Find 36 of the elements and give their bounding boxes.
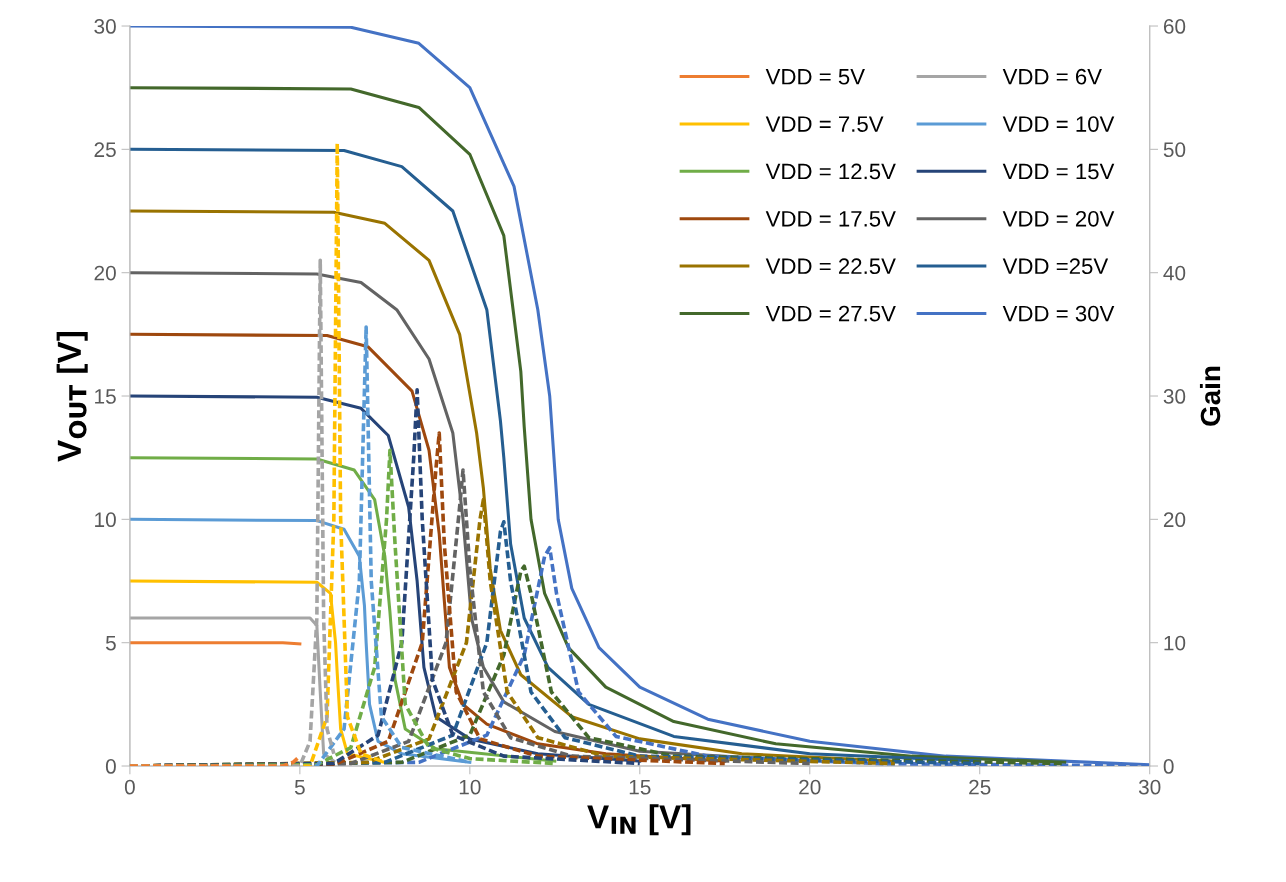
- legend-label: VDD = 20V: [1002, 210, 1115, 227]
- x-tick-label: 20: [799, 779, 821, 795]
- legend-label: VDD =25V: [1002, 258, 1109, 275]
- legend-label: VDD = 30V: [1002, 305, 1115, 322]
- legend-label: VDD = 15V: [1002, 163, 1115, 180]
- y2-tick-label: 30: [1163, 389, 1186, 404]
- x-tick-label: 15: [629, 779, 651, 795]
- x-tick-label: 0: [124, 779, 135, 795]
- y2-tick-label: 20: [1163, 512, 1186, 528]
- legend-label: VDD = 5V: [765, 69, 865, 85]
- legend-label: VDD = 17.5V: [765, 211, 896, 227]
- legend-label: VDD = 7.5V: [765, 116, 884, 132]
- y-tick-label: 0: [105, 759, 116, 774]
- legend-label: VDD = 10V: [1002, 116, 1115, 132]
- y2-tick-label: 0: [1163, 759, 1174, 774]
- x-tick-label: 10: [459, 779, 481, 795]
- y2-tick-label: 10: [1164, 635, 1186, 651]
- y-tick-label: 20: [94, 265, 116, 281]
- y2-axis-title: Gain: [1199, 366, 1221, 426]
- x-tick-label: 5: [294, 779, 305, 795]
- y-tick-label: 25: [94, 142, 116, 158]
- y-tick-label: 30: [94, 19, 116, 34]
- y-tick-label: 15: [95, 389, 116, 404]
- y2-tick-label: 60: [1163, 19, 1186, 34]
- y-axis-title: V$_{OUT}$ [V]: [56, 332, 88, 462]
- legend-label: VDD = 22.5V: [765, 258, 896, 275]
- x-tick-label: 30: [1138, 779, 1161, 795]
- x-axis-title: V$_{IN}$ [V]: [587, 804, 691, 836]
- y2-tick-label: 50: [1163, 142, 1186, 158]
- y-tick-label: 5: [105, 635, 116, 651]
- y-tick-label: 10: [95, 512, 116, 528]
- legend-label: VDD = 12.5V: [765, 163, 896, 180]
- y2-tick-label: 40: [1163, 265, 1186, 281]
- legend-label: VDD = 6V: [1002, 68, 1102, 85]
- legend-label: VDD = 27.5V: [765, 305, 896, 322]
- x-tick-label: 25: [969, 779, 991, 795]
